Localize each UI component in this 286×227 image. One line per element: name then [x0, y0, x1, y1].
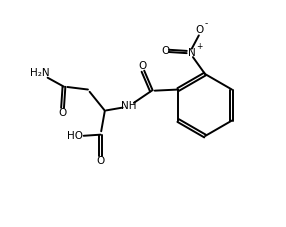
Text: +: + — [196, 42, 203, 51]
Text: NH: NH — [121, 101, 137, 111]
Text: HO: HO — [67, 131, 83, 141]
Text: O: O — [58, 108, 67, 118]
Text: O: O — [96, 156, 105, 166]
Text: O: O — [195, 25, 204, 35]
Text: O: O — [138, 62, 146, 72]
Text: O: O — [161, 47, 170, 57]
Text: N: N — [188, 48, 196, 58]
Text: H₂N: H₂N — [30, 68, 50, 78]
Text: -: - — [205, 19, 208, 28]
